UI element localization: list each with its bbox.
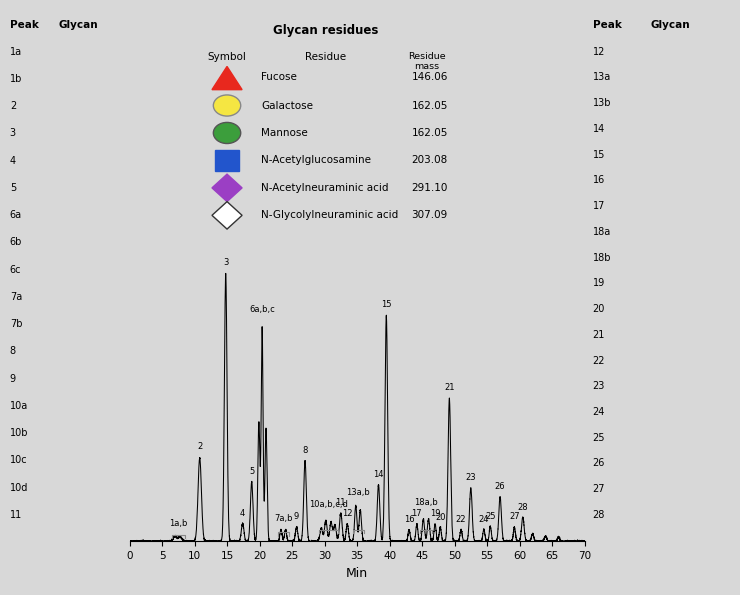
Text: 19: 19 bbox=[430, 509, 440, 518]
Text: 1b: 1b bbox=[10, 74, 22, 84]
Text: 25: 25 bbox=[593, 433, 605, 443]
Text: 14: 14 bbox=[373, 469, 384, 478]
X-axis label: Min: Min bbox=[346, 566, 368, 580]
Text: 6c: 6c bbox=[10, 265, 21, 275]
Text: 24: 24 bbox=[479, 515, 489, 524]
Text: 27: 27 bbox=[593, 484, 605, 494]
Text: 20: 20 bbox=[435, 513, 445, 522]
Text: Mannose: Mannose bbox=[261, 128, 308, 138]
Text: 17: 17 bbox=[593, 201, 605, 211]
Text: 13a: 13a bbox=[593, 73, 611, 82]
Text: 10a: 10a bbox=[10, 401, 28, 411]
Text: 291.10: 291.10 bbox=[411, 183, 448, 193]
Text: 203.08: 203.08 bbox=[411, 155, 448, 165]
Text: 21: 21 bbox=[593, 330, 605, 340]
Text: 6a,b,c: 6a,b,c bbox=[249, 305, 275, 314]
Text: 5: 5 bbox=[10, 183, 16, 193]
Text: 23: 23 bbox=[593, 381, 605, 392]
Text: 8: 8 bbox=[10, 346, 16, 356]
Circle shape bbox=[213, 123, 240, 143]
Text: 2: 2 bbox=[10, 101, 16, 111]
Text: Glycan: Glycan bbox=[58, 20, 98, 30]
Text: 25: 25 bbox=[485, 512, 496, 521]
Text: 3: 3 bbox=[223, 258, 229, 267]
Text: Fucose: Fucose bbox=[261, 72, 297, 82]
Text: Glycan: Glycan bbox=[650, 20, 690, 30]
Circle shape bbox=[213, 95, 240, 116]
Text: 12: 12 bbox=[593, 46, 605, 57]
Text: N-Acetylneuraminic acid: N-Acetylneuraminic acid bbox=[261, 183, 388, 193]
Text: 9: 9 bbox=[294, 512, 299, 521]
Text: 26: 26 bbox=[495, 482, 505, 491]
Text: 4: 4 bbox=[10, 156, 16, 165]
Polygon shape bbox=[212, 67, 242, 90]
Text: 22: 22 bbox=[456, 515, 466, 524]
Text: 24: 24 bbox=[593, 407, 605, 417]
Text: 1a: 1a bbox=[10, 46, 22, 57]
Text: 10a,b,c,d: 10a,b,c,d bbox=[309, 500, 348, 509]
Text: 28: 28 bbox=[517, 503, 528, 512]
Text: 26: 26 bbox=[593, 459, 605, 468]
Text: 7b: 7b bbox=[10, 319, 22, 329]
Text: 162.05: 162.05 bbox=[411, 128, 448, 138]
Text: 307.09: 307.09 bbox=[411, 211, 448, 220]
Text: 8: 8 bbox=[303, 446, 308, 455]
Text: 11: 11 bbox=[335, 498, 346, 507]
Text: 2: 2 bbox=[197, 442, 202, 451]
Text: Residue
mass: Residue mass bbox=[408, 52, 445, 71]
Text: 14: 14 bbox=[593, 124, 605, 134]
Text: N-Glycolylneuraminic acid: N-Glycolylneuraminic acid bbox=[261, 211, 399, 220]
Text: 7a: 7a bbox=[10, 292, 22, 302]
Text: 3: 3 bbox=[10, 129, 16, 139]
Text: 13a,b: 13a,b bbox=[346, 487, 370, 496]
Text: Symbol: Symbol bbox=[208, 52, 246, 62]
Text: Galactose: Galactose bbox=[261, 101, 313, 111]
Text: 15: 15 bbox=[381, 300, 391, 309]
Polygon shape bbox=[212, 174, 242, 202]
Text: N-Acetylglucosamine: N-Acetylglucosamine bbox=[261, 155, 371, 165]
Text: 28: 28 bbox=[593, 510, 605, 520]
Text: 4: 4 bbox=[240, 509, 245, 518]
Text: 21: 21 bbox=[444, 383, 454, 393]
Text: 20: 20 bbox=[593, 304, 605, 314]
Text: Residue: Residue bbox=[305, 52, 346, 62]
Text: 9: 9 bbox=[10, 374, 16, 384]
Text: 18a: 18a bbox=[593, 227, 611, 237]
Text: 10d: 10d bbox=[10, 483, 28, 493]
Text: 18a,b: 18a,b bbox=[414, 498, 438, 507]
Polygon shape bbox=[212, 202, 242, 229]
Text: Peak: Peak bbox=[593, 20, 622, 30]
Text: Glycan residues: Glycan residues bbox=[273, 24, 378, 37]
Text: 146.06: 146.06 bbox=[411, 72, 448, 82]
Text: 11: 11 bbox=[10, 510, 22, 520]
Text: 6b: 6b bbox=[10, 237, 22, 248]
Text: 6a: 6a bbox=[10, 210, 22, 220]
Text: Peak: Peak bbox=[10, 20, 38, 30]
Text: 13b: 13b bbox=[593, 98, 611, 108]
Text: 162.05: 162.05 bbox=[411, 101, 448, 111]
Text: 10c: 10c bbox=[10, 455, 27, 465]
Text: 7a,b: 7a,b bbox=[274, 513, 292, 523]
Text: 16: 16 bbox=[404, 515, 414, 524]
Text: 17: 17 bbox=[411, 509, 423, 518]
Text: 18b: 18b bbox=[593, 252, 611, 262]
Text: 15: 15 bbox=[593, 149, 605, 159]
Text: 5: 5 bbox=[249, 467, 255, 476]
Text: 23: 23 bbox=[465, 473, 476, 482]
Text: 10b: 10b bbox=[10, 428, 28, 438]
Text: 19: 19 bbox=[593, 278, 605, 289]
Text: 12: 12 bbox=[342, 509, 352, 518]
Bar bbox=[215, 150, 239, 171]
Text: 27: 27 bbox=[509, 512, 519, 521]
Text: 22: 22 bbox=[593, 356, 605, 365]
Text: 1a,b: 1a,b bbox=[169, 519, 187, 528]
Text: 16: 16 bbox=[593, 176, 605, 185]
